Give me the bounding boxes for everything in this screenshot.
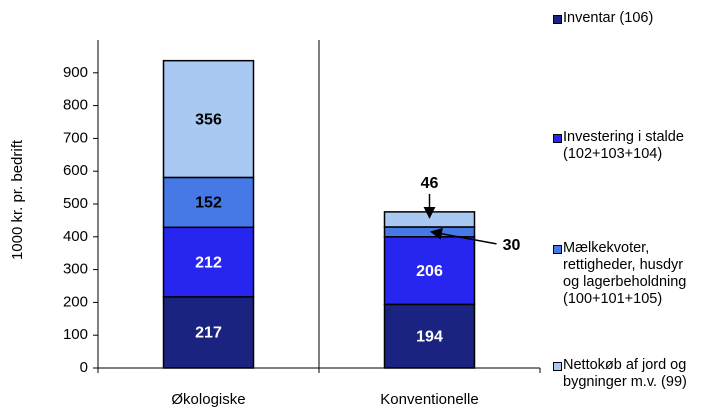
data-label: 206 bbox=[416, 263, 443, 280]
y-tick-label: 200 bbox=[63, 293, 88, 310]
bar-segment bbox=[383, 226, 476, 238]
bar-segment bbox=[383, 303, 476, 369]
bar-segment bbox=[162, 59, 255, 179]
y-tick-label: 700 bbox=[63, 129, 88, 146]
data-label: 212 bbox=[195, 254, 222, 271]
bar-segment bbox=[162, 176, 255, 229]
y-axis-label: 1000 kr. pr. bedrift bbox=[9, 139, 26, 260]
x-tick-label: Konventionelle bbox=[380, 391, 478, 408]
data-label: 356 bbox=[195, 111, 222, 128]
legend-label: Nettokøb af jord og bygninger m.v. (99) bbox=[563, 357, 687, 390]
bar-segment bbox=[162, 226, 255, 298]
legend-swatch bbox=[553, 15, 562, 24]
data-label: 30 bbox=[503, 237, 521, 254]
y-tick-label: 0 bbox=[80, 359, 88, 376]
legend-label: Investering i stalde (102+103+104) bbox=[563, 129, 684, 162]
arrow bbox=[430, 227, 497, 245]
data-label: 152 bbox=[195, 195, 222, 212]
legend-label: Inventar (106) bbox=[563, 10, 654, 26]
y-tick-label: 900 bbox=[63, 64, 88, 81]
legend-swatch bbox=[553, 245, 562, 254]
legend-swatch bbox=[553, 362, 562, 371]
bar-segment bbox=[383, 236, 476, 306]
y-tick-label: 800 bbox=[63, 97, 88, 114]
data-label: 46 bbox=[421, 175, 439, 192]
legend-label: Mælkekvoter, rettigheder, husdyr og lage… bbox=[563, 240, 687, 307]
y-tick-label: 400 bbox=[63, 228, 88, 245]
bar-segment bbox=[162, 296, 255, 369]
y-tick-label: 100 bbox=[63, 326, 88, 343]
data-label: 217 bbox=[195, 325, 222, 342]
x-tick-label: Økologiske bbox=[171, 391, 245, 408]
y-tick-label: 600 bbox=[63, 162, 88, 179]
data-label: 194 bbox=[416, 328, 443, 345]
legend-swatch bbox=[553, 134, 562, 143]
y-tick-label: 500 bbox=[63, 195, 88, 212]
y-tick-label: 300 bbox=[63, 261, 88, 278]
